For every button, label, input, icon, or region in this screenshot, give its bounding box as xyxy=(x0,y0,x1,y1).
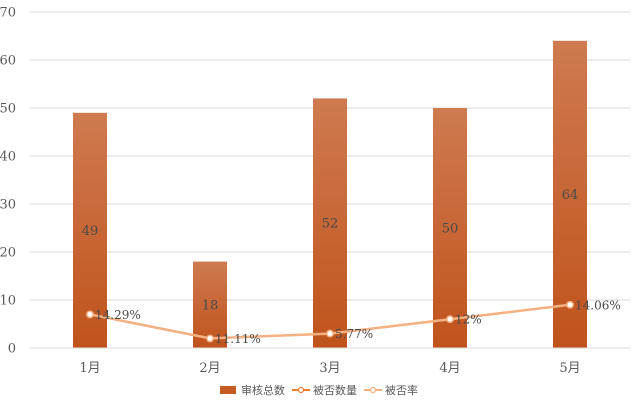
bar-data-label: 64 xyxy=(562,188,579,203)
y-axis: 0 10 20 30 40 50 60 70 xyxy=(0,6,16,357)
bar xyxy=(433,108,467,348)
rate-data-label: 12% xyxy=(455,313,482,327)
y-tick-label: 40 xyxy=(0,150,16,165)
bar xyxy=(313,98,347,349)
rate-data-label: 5.77% xyxy=(335,327,373,341)
bar xyxy=(73,112,107,348)
legend-label: 被否数量 xyxy=(313,384,357,397)
rate-data-label: 11.11% xyxy=(215,332,261,346)
y-tick-label: 30 xyxy=(0,198,16,213)
y-tick-label: 70 xyxy=(0,6,16,21)
x-tick-label: 3月 xyxy=(319,361,340,376)
rate-data-label: 14.29% xyxy=(95,308,141,322)
legend-swatch-marker xyxy=(297,386,305,394)
x-tick-label: 5月 xyxy=(559,361,580,376)
x-tick-label: 2月 xyxy=(199,361,220,376)
rate-point xyxy=(566,300,574,309)
y-tick-label: 20 xyxy=(0,246,16,261)
x-axis: 1月 2月 3月 4月 5月 xyxy=(30,347,630,376)
legend: 审核总数 被否数量 被否率 xyxy=(220,383,418,397)
legend-label: 审核总数 xyxy=(241,383,285,397)
bar-data-label: 50 xyxy=(442,222,459,237)
x-tick-label: 4月 xyxy=(439,361,460,376)
rate-point xyxy=(326,329,334,338)
rate-point xyxy=(446,315,454,324)
y-tick-label: 10 xyxy=(0,294,16,309)
y-tick-label: 60 xyxy=(0,54,16,69)
line-series: 14.29% 11.11% 5.77% 12% 14.06% xyxy=(86,298,621,346)
x-tick-label: 1月 xyxy=(79,361,100,376)
legend-swatch-bar xyxy=(220,386,236,394)
rate-point xyxy=(86,310,94,319)
legend-label: 被否率 xyxy=(385,383,418,397)
bar-series: 49 18 52 50 64 xyxy=(73,40,587,349)
bar-data-label: 18 xyxy=(202,298,219,313)
rate-data-label: 14.06% xyxy=(575,298,621,312)
y-tick-label: 0 xyxy=(8,342,16,357)
rate-point xyxy=(206,334,214,343)
bar-data-label: 52 xyxy=(322,217,339,232)
y-tick-label: 50 xyxy=(0,102,16,117)
bar-data-label: 49 xyxy=(82,224,99,239)
bar xyxy=(193,261,227,348)
bar xyxy=(553,40,587,349)
legend-swatch-marker xyxy=(369,386,377,394)
